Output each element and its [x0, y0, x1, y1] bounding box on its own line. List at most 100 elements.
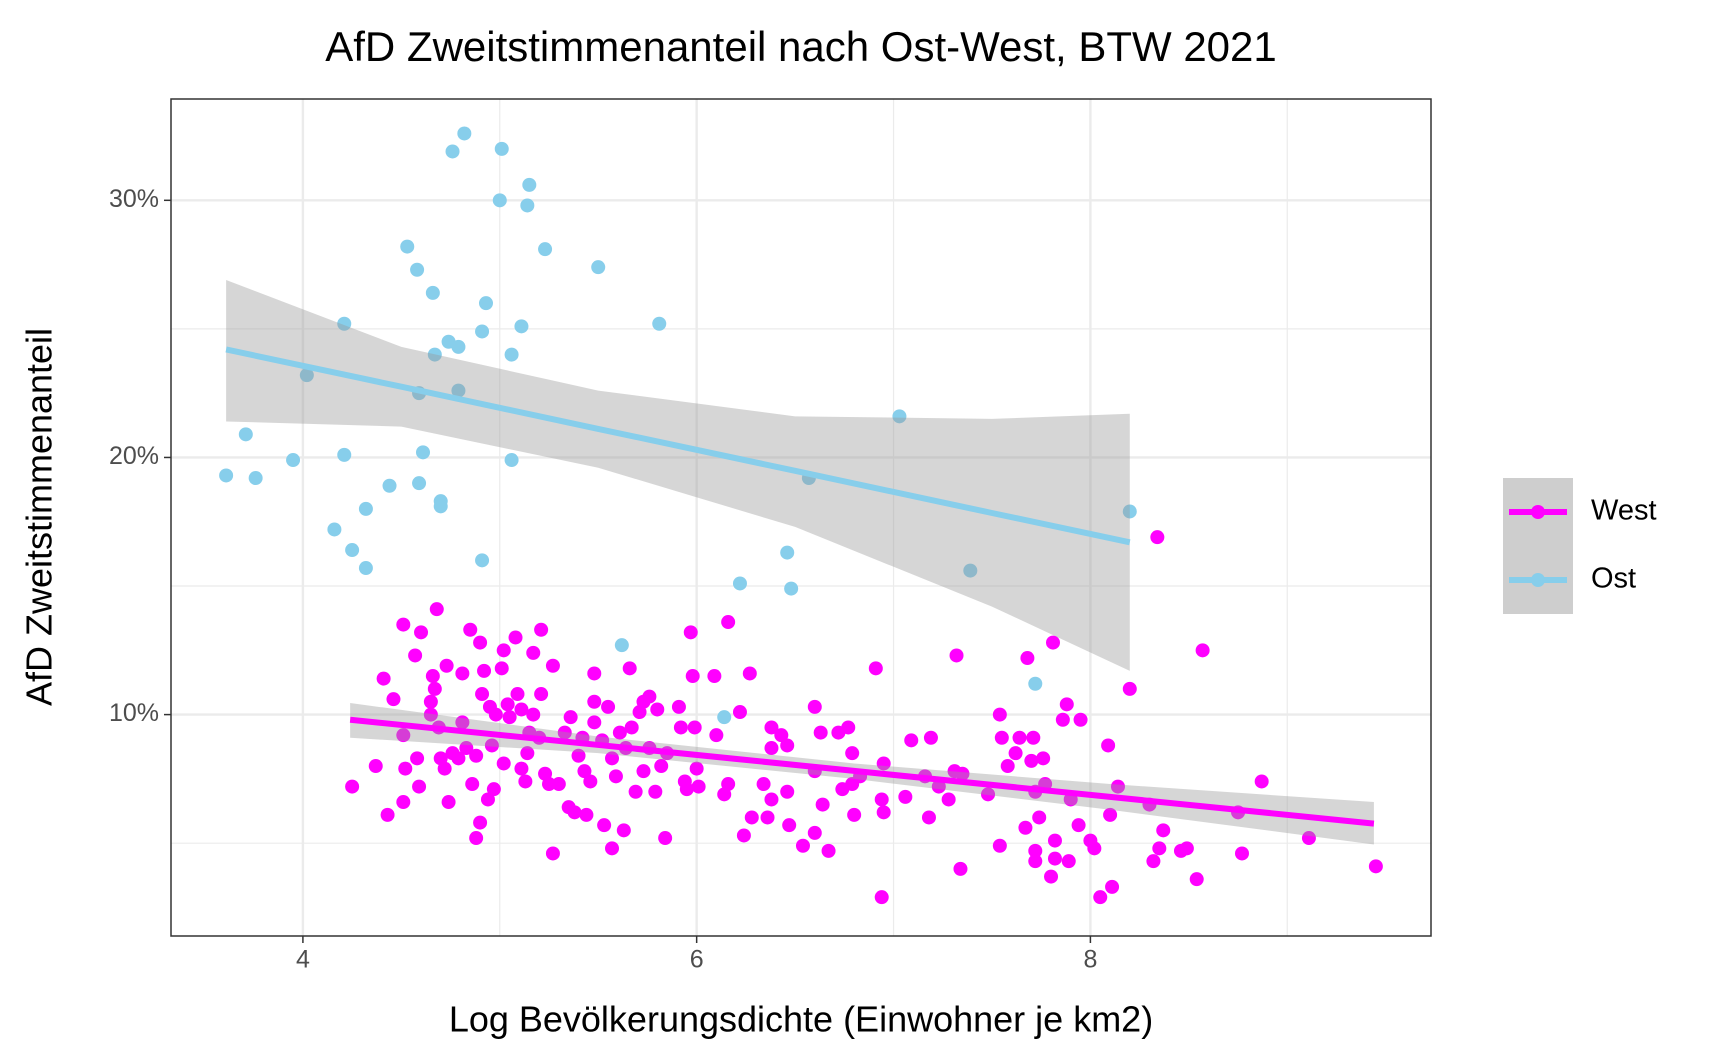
point — [1110, 779, 1125, 794]
point — [1179, 841, 1194, 856]
point — [679, 782, 694, 797]
point — [876, 756, 891, 771]
point — [396, 617, 411, 632]
point — [451, 751, 466, 766]
point — [492, 193, 507, 208]
point — [642, 689, 657, 704]
point — [337, 447, 352, 462]
point — [683, 625, 698, 640]
point — [545, 846, 560, 861]
point — [514, 702, 529, 717]
point — [522, 177, 537, 192]
point — [376, 671, 391, 686]
point — [416, 445, 430, 460]
point — [1008, 746, 1023, 761]
point — [410, 262, 425, 277]
point — [782, 818, 797, 833]
point — [477, 663, 492, 678]
point — [616, 823, 631, 838]
point — [1195, 643, 1210, 658]
point — [721, 615, 736, 630]
point — [484, 738, 499, 753]
x-tick-label: 4 — [296, 946, 310, 974]
point — [1105, 879, 1120, 894]
point — [496, 643, 511, 658]
point — [358, 561, 373, 576]
point — [1122, 681, 1137, 696]
point — [868, 661, 883, 676]
y-tick-label: 20% — [109, 442, 159, 470]
point — [717, 710, 732, 725]
point — [396, 728, 411, 743]
point — [425, 285, 440, 300]
point — [955, 766, 970, 781]
point — [455, 715, 470, 730]
point — [412, 779, 427, 794]
point — [425, 669, 440, 684]
point — [1026, 730, 1041, 745]
point — [494, 661, 509, 676]
point — [1036, 751, 1051, 766]
point — [345, 543, 360, 558]
point — [874, 792, 889, 807]
point — [1152, 841, 1167, 856]
point — [1073, 712, 1088, 727]
point — [1024, 753, 1039, 768]
point — [587, 694, 602, 709]
point — [1301, 831, 1316, 846]
point — [1189, 872, 1204, 887]
point — [514, 761, 529, 776]
point — [756, 777, 771, 792]
point — [563, 710, 578, 725]
point — [459, 741, 474, 756]
point — [380, 807, 395, 822]
point — [567, 805, 582, 820]
point — [583, 774, 598, 789]
point — [486, 782, 501, 797]
point — [455, 666, 470, 681]
point — [941, 792, 956, 807]
x-tick-label: 8 — [1083, 946, 1097, 974]
point — [605, 751, 619, 766]
point — [732, 576, 747, 591]
y-tick-label: 10% — [109, 699, 159, 727]
trend-line — [225, 346, 1131, 546]
point — [538, 242, 553, 257]
point — [628, 784, 643, 799]
point — [577, 764, 592, 779]
x-axis-title: Log Bevölkerungsdichte (Einwohner je km2… — [449, 999, 1153, 1040]
point — [412, 476, 427, 491]
point — [1061, 854, 1076, 869]
point — [398, 761, 413, 776]
point — [542, 777, 556, 792]
point — [508, 630, 523, 645]
point — [473, 815, 488, 830]
point — [605, 841, 619, 856]
point — [238, 427, 253, 442]
point — [1235, 846, 1249, 861]
point — [437, 761, 452, 776]
point — [587, 666, 602, 681]
point — [608, 769, 623, 784]
point — [847, 807, 862, 822]
point — [445, 144, 460, 159]
point — [286, 453, 301, 468]
point — [465, 777, 480, 792]
point — [892, 409, 907, 424]
point — [479, 296, 493, 311]
point — [520, 746, 535, 761]
point — [774, 728, 789, 743]
point — [451, 383, 466, 398]
point — [463, 622, 478, 637]
point — [299, 368, 314, 383]
point — [504, 453, 519, 468]
point — [451, 339, 466, 354]
point — [473, 635, 488, 650]
point — [1028, 854, 1043, 869]
trend-line — [349, 716, 1375, 827]
point — [744, 810, 759, 825]
point — [650, 702, 665, 717]
point — [345, 779, 360, 794]
